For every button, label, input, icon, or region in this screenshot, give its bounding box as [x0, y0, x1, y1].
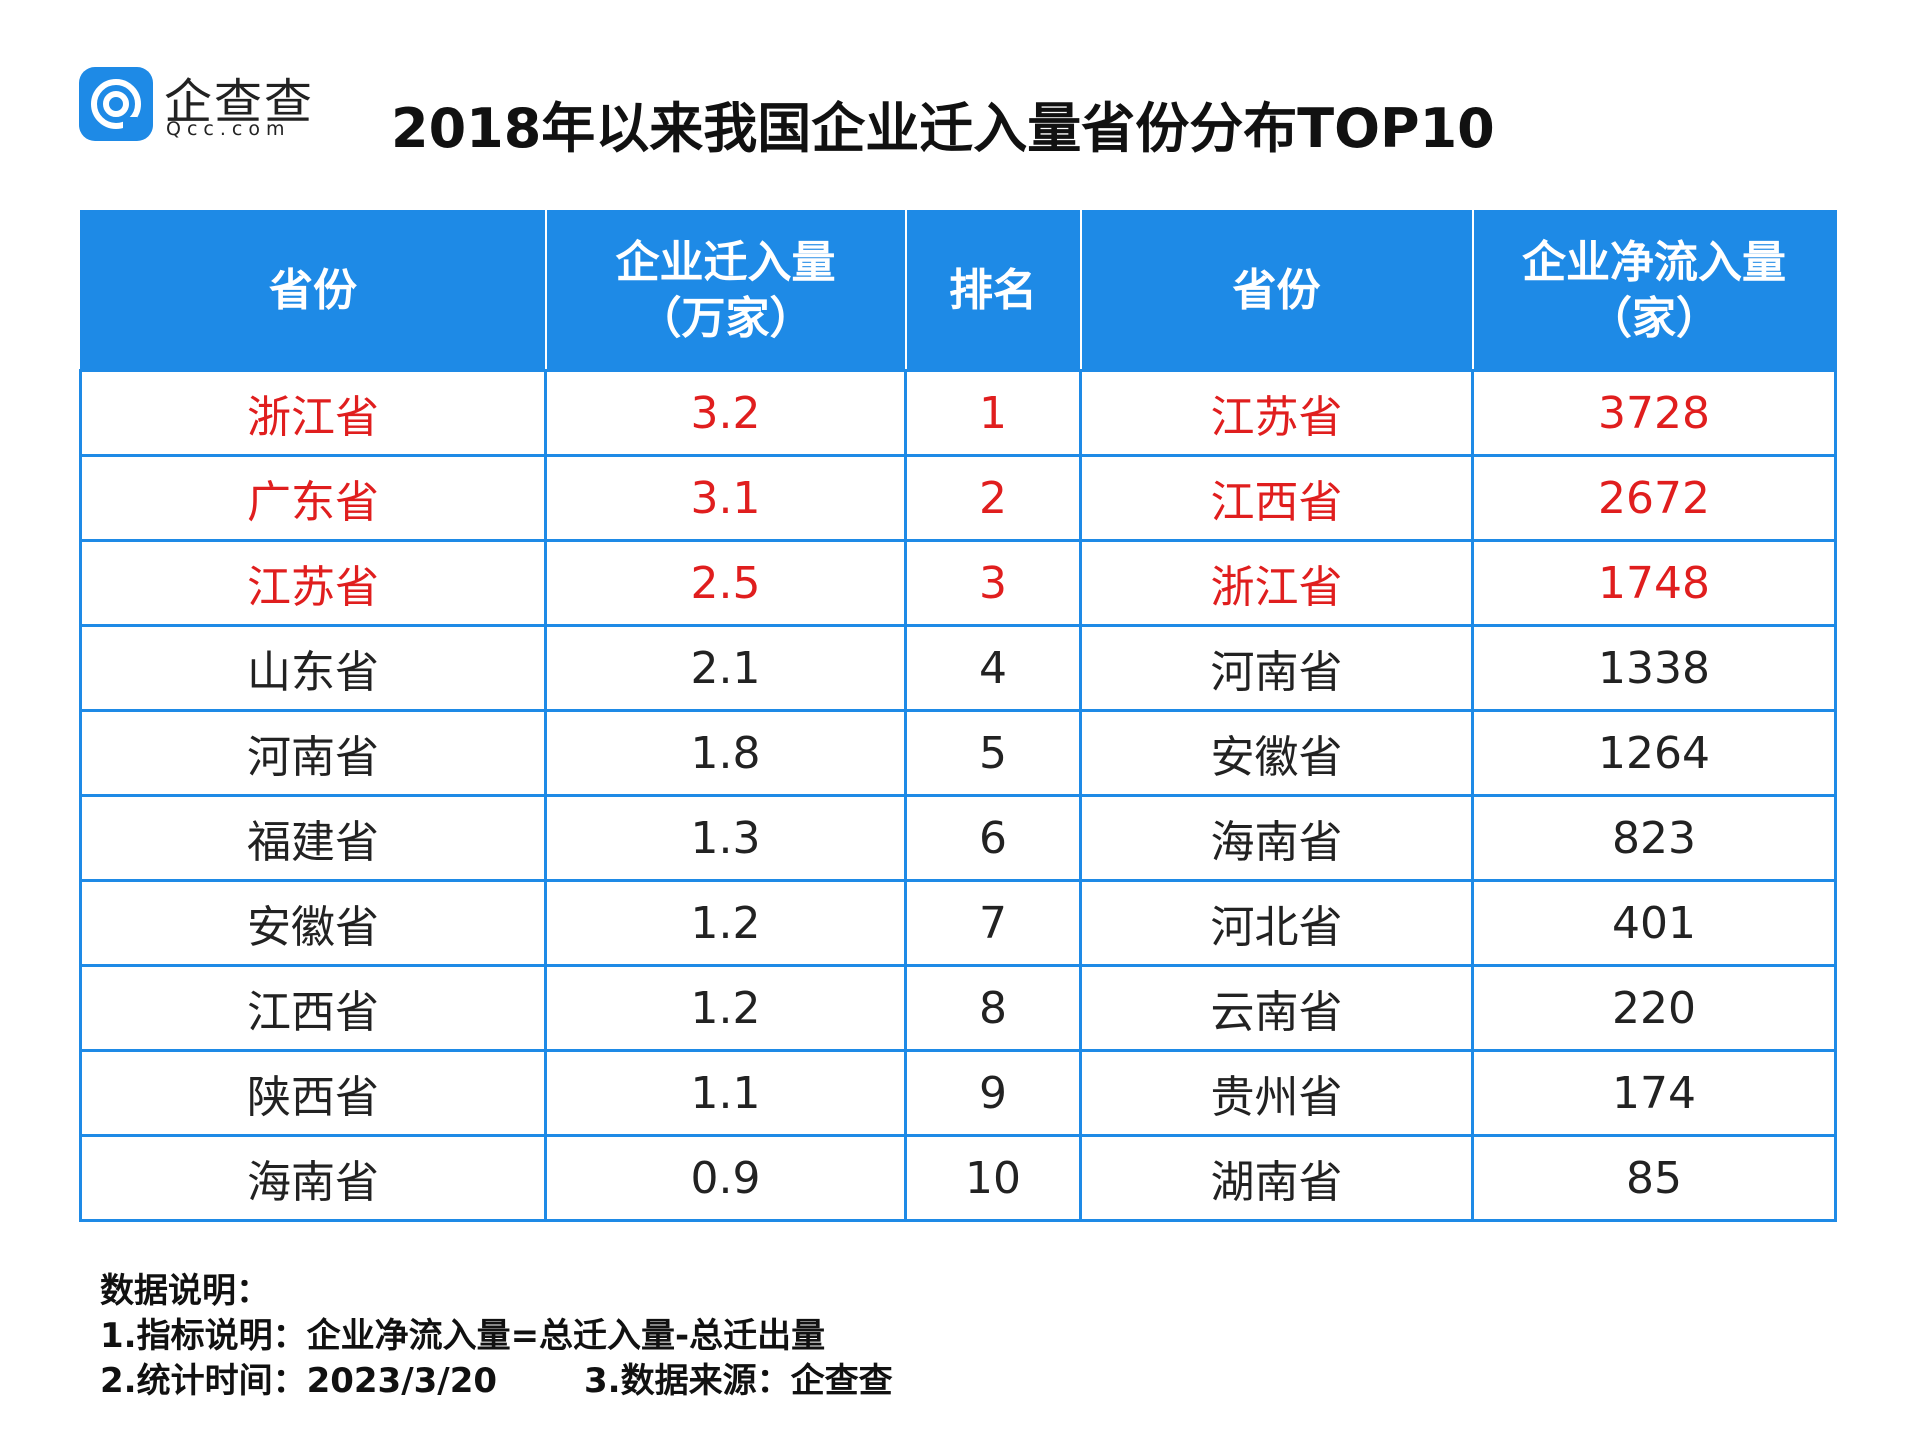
- cell: 河南省: [1079, 624, 1474, 712]
- row: 陕西省 1.1 9 贵州省 174: [79, 1049, 1837, 1137]
- cell: 2672: [1471, 454, 1837, 542]
- cell: 江苏省: [79, 539, 547, 627]
- header-text: 省份: [269, 264, 357, 316]
- cell: 陕西省: [79, 1049, 547, 1137]
- logo-text: 企查查: [164, 74, 315, 130]
- row: 江西省 1.2 8 云南省 220: [79, 964, 1837, 1052]
- cell: 1748: [1471, 539, 1837, 627]
- header-text: 排名: [949, 264, 1037, 316]
- cell: 220: [1471, 964, 1837, 1052]
- cell: 1.3: [544, 794, 907, 882]
- notes-heading: 数据说明：: [100, 1271, 270, 1311]
- cell: 174: [1471, 1049, 1837, 1137]
- cell: 海南省: [79, 1134, 547, 1222]
- cell: 401: [1471, 879, 1837, 967]
- cell: 1.2: [544, 879, 907, 967]
- cell: 2.1: [544, 624, 907, 712]
- cell: 海南省: [1079, 794, 1474, 882]
- notes-line: 2.统计时间：2023/3/20: [100, 1361, 498, 1401]
- cell: 1338: [1471, 624, 1837, 712]
- cell: 10: [904, 1134, 1082, 1222]
- cell: 1.8: [544, 709, 907, 797]
- header-text: 企业迁入量: [615, 236, 836, 288]
- cell: 85: [1471, 1134, 1837, 1222]
- header-cell: 省份: [1079, 210, 1474, 372]
- row: 河南省 1.8 5 安徽省 1264: [79, 709, 1837, 797]
- notes-line: 1.指标说明：企业净流入量=总迁入量-总迁出量: [100, 1316, 826, 1356]
- cell: 1.2: [544, 964, 907, 1052]
- header-cell: 排名: [904, 210, 1082, 372]
- row: 江苏省 2.5 3 浙江省 1748: [79, 539, 1837, 627]
- cell: 6: [904, 794, 1082, 882]
- cell: 安徽省: [1079, 709, 1474, 797]
- header-text: 企业净流入量: [1522, 236, 1786, 288]
- cell: 5: [904, 709, 1082, 797]
- cell: 1.1: [544, 1049, 907, 1137]
- row: 广东省 3.1 2 江西省 2672: [79, 454, 1837, 542]
- cell: 江苏省: [1079, 369, 1474, 457]
- cell: 3.1: [544, 454, 907, 542]
- cell: 浙江省: [79, 369, 547, 457]
- cell: 云南省: [1079, 964, 1474, 1052]
- row: 浙江省 3.2 1 江苏省 3728: [79, 369, 1837, 457]
- title: 2018年以来我国企业迁入量省份分布TOP10: [391, 97, 1495, 160]
- header-text: （万家）: [637, 292, 814, 344]
- table: 省份 企业迁入量 （万家） 排名 省份 企业净流入量 （家） 浙江省 3.2 1 江苏省 3728 广…: [79, 210, 1837, 1222]
- cell: 江西省: [79, 964, 547, 1052]
- cell: 河南省: [79, 709, 547, 797]
- header-cell: 企业迁入量 （万家）: [544, 210, 907, 372]
- header-cell: 省份: [79, 210, 547, 372]
- cell: 2.5: [544, 539, 907, 627]
- row: 安徽省 1.2 7 河北省 401: [79, 879, 1837, 967]
- cell: 湖南省: [1079, 1134, 1474, 1222]
- cell: 广东省: [79, 454, 547, 542]
- header-row: 省份 企业迁入量 （万家） 排名 省份 企业净流入量 （家）: [79, 210, 1837, 372]
- cell: 山东省: [79, 624, 547, 712]
- cell: 9: [904, 1049, 1082, 1137]
- row: 海南省 0.9 10 湖南省 85: [79, 1134, 1837, 1222]
- row: 福建省 1.3 6 海南省 823: [79, 794, 1837, 882]
- cell: 安徽省: [79, 879, 547, 967]
- logo-icon: [79, 67, 153, 141]
- cell: 3: [904, 539, 1082, 627]
- cell: 8: [904, 964, 1082, 1052]
- cell: 4: [904, 624, 1082, 712]
- cell: 7: [904, 879, 1082, 967]
- header-text: 省份: [1232, 264, 1321, 316]
- header-text: （家）: [1588, 292, 1720, 344]
- header-cell: 企业净流入量 （家）: [1471, 210, 1837, 372]
- cell: 0.9: [544, 1134, 907, 1222]
- cell: 贵州省: [1079, 1049, 1474, 1137]
- row: 山东省 2.1 4 河南省 1338: [79, 624, 1837, 712]
- cell: 1264: [1471, 709, 1837, 797]
- cell: 2: [904, 454, 1082, 542]
- cell: 3728: [1471, 369, 1837, 457]
- cell: 823: [1471, 794, 1837, 882]
- cell: 河北省: [1079, 879, 1474, 967]
- cell: 1: [904, 369, 1082, 457]
- notes-line: 3.数据来源：企查查: [584, 1361, 893, 1401]
- cell: 3.2: [544, 369, 907, 457]
- logo-sub: Qcc.com: [166, 118, 291, 140]
- cell: 福建省: [79, 794, 547, 882]
- cell: 江西省: [1079, 454, 1474, 542]
- cell: 浙江省: [1079, 539, 1474, 627]
